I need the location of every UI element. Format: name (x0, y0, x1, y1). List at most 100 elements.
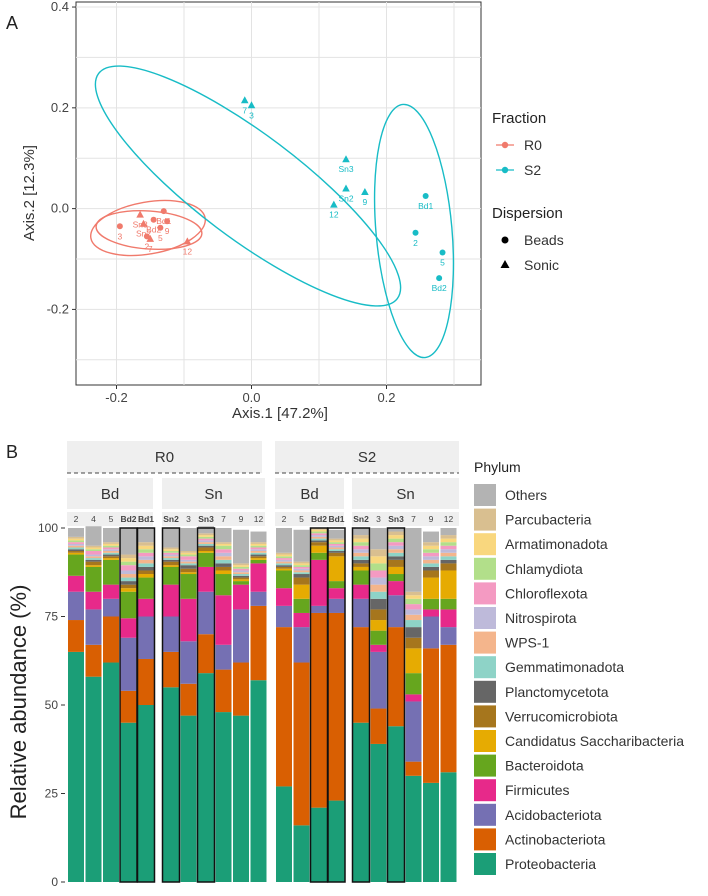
sample-label: Sn3 (198, 514, 214, 524)
point-r0-beads (150, 216, 157, 223)
bar-segment-armatimonadota (103, 543, 119, 546)
bar-segment-wps-1 (328, 547, 345, 550)
bar-segment-bacteroidota (440, 598, 457, 610)
point-r0-sonic (139, 219, 148, 227)
bar-segment-firmicutes (250, 563, 267, 592)
bar-segment-chloroflexota (250, 547, 267, 550)
bar-segment-actinobacteriota (85, 644, 102, 677)
bar-segment-firmicutes (215, 595, 232, 645)
bar-segment-proteobacteria (423, 782, 439, 882)
sample-label: Sn2 (163, 514, 179, 524)
bar-segment-verrucomicrobiota (68, 551, 84, 553)
bar-segment-chloroflexota (405, 604, 422, 610)
bar-segment-acidobacteriota (311, 605, 327, 613)
bar-segment-chlamydiota (215, 545, 232, 550)
bar-segment-actinobacteriota (233, 662, 249, 716)
bar-segment-parcubacteria (423, 542, 439, 546)
bar-y-tick-label: 100 (38, 521, 58, 535)
bar-segment-gemmatimonadota (120, 577, 137, 582)
facet-strip-sub (352, 478, 459, 509)
bar-segment-parcubacteria (293, 561, 310, 564)
legend-swatch-bacteroidota (474, 754, 496, 777)
legend-swatch-chlamydiota (474, 557, 496, 580)
point-label: 5 (158, 233, 163, 243)
bar-segment-nitrospirota (180, 559, 197, 562)
facet-strip-sub (275, 478, 344, 509)
bar-y-tick-label: 0 (51, 875, 58, 889)
bar-segment-actinobacteriota (68, 620, 84, 652)
bar-segment-proteobacteria (103, 662, 119, 882)
bar-segment-chloroflexota (138, 552, 154, 557)
bar-segment-candidatus-saccharibacteria (353, 566, 369, 571)
bar-segment-chlamydiota (198, 536, 214, 539)
facet-strip-sub-label: Sn (204, 486, 222, 503)
bar-segment-actinobacteriota (311, 612, 327, 808)
bar-segment-firmicutes (85, 591, 102, 610)
bar-segment-chlamydiota (120, 561, 137, 566)
bar-segment-planctomycetota (353, 559, 369, 564)
bar-segment-armatimonadota (276, 554, 292, 557)
bar-segment-planctomycetota (388, 556, 404, 560)
sample-label: 9 (239, 514, 244, 524)
legend-label: Chloroflexota (505, 585, 588, 601)
point-r0-beads (143, 233, 150, 240)
bar-segment-bacteroidota (163, 566, 179, 585)
bar-segment-firmicutes (293, 612, 310, 628)
point-label: Bd2 (432, 283, 447, 293)
legend-s2-dot (501, 166, 509, 174)
bar-segment-chloroflexota (388, 542, 404, 546)
bar-segment-wps-1 (370, 584, 387, 592)
legend-swatch-acidobacteriota (474, 803, 496, 826)
bar-segment-chlamydiota (388, 538, 404, 543)
legend-label: WPS-1 (505, 635, 550, 651)
bar-segment-nitrospirota (370, 577, 387, 585)
bar-segment-parcubacteria (85, 545, 102, 548)
bar-segment-nitrospirota (423, 556, 439, 560)
bar-segment-firmicutes (353, 584, 369, 599)
bar-segment-proteobacteria (388, 726, 404, 882)
bar-segment-armatimonadota (370, 556, 387, 564)
bar-segment-gemmatimonadota (276, 563, 292, 566)
bar-segment-acidobacteriota (423, 616, 439, 649)
bar-segment-actinobacteriota (276, 627, 292, 787)
bar-segment-bacteroidota (233, 581, 249, 585)
bar-segment-gemmatimonadota (233, 574, 249, 576)
bar-segment-chloroflexota (353, 545, 369, 550)
sample-highlight-box (351, 527, 371, 883)
bar-segment-armatimonadota (328, 540, 345, 543)
bar-segment-wps-1 (215, 556, 232, 560)
sample-label: 12 (444, 514, 454, 524)
bar-segment-others (68, 528, 84, 537)
bar-segment-acidobacteriota (328, 598, 345, 613)
bar-segment-others (388, 528, 404, 532)
facet-strip-top-label: S2 (358, 449, 376, 466)
bar-segment-armatimonadota (311, 529, 327, 532)
bar-segment-gemmatimonadota (163, 558, 179, 560)
bar-segment-candidatus-saccharibacteria (370, 620, 387, 631)
point-label: 7 (242, 105, 247, 115)
legend-swatch-chloroflexota (474, 582, 496, 605)
point-label: 2 (145, 241, 150, 251)
bar-segment-bacteroidota (353, 570, 369, 585)
bar-segment-armatimonadota (293, 563, 310, 566)
sample-label-strip (352, 512, 459, 526)
bar-segment-gemmatimonadota (370, 591, 387, 599)
point-s2-sonic (330, 200, 338, 208)
legend-swatch-actinobacteriota (474, 828, 496, 851)
bar-segment-armatimonadota (353, 538, 369, 543)
bar-segment-actinobacteriota (423, 648, 439, 783)
bar-segment-parcubacteria (68, 536, 84, 539)
bar-segment-firmicutes (440, 609, 457, 628)
bar-segment-verrucomicrobiota (353, 563, 369, 567)
x-tick-label: 0.0 (242, 390, 260, 405)
bar-segment-parcubacteria (138, 542, 154, 546)
bar-segment-chlamydiota (180, 554, 197, 557)
bar-segment-parcubacteria (103, 542, 119, 544)
bar-segment-verrucomicrobiota (138, 570, 154, 575)
bar-segment-others (85, 526, 102, 546)
legend-label: Parcubacteria (505, 512, 592, 528)
bar-segment-bacteroidota (370, 630, 387, 645)
bar-segment-acidobacteriota (293, 627, 310, 663)
sample-label: 9 (429, 514, 434, 524)
bar-segment-gemmatimonadota (250, 552, 267, 555)
